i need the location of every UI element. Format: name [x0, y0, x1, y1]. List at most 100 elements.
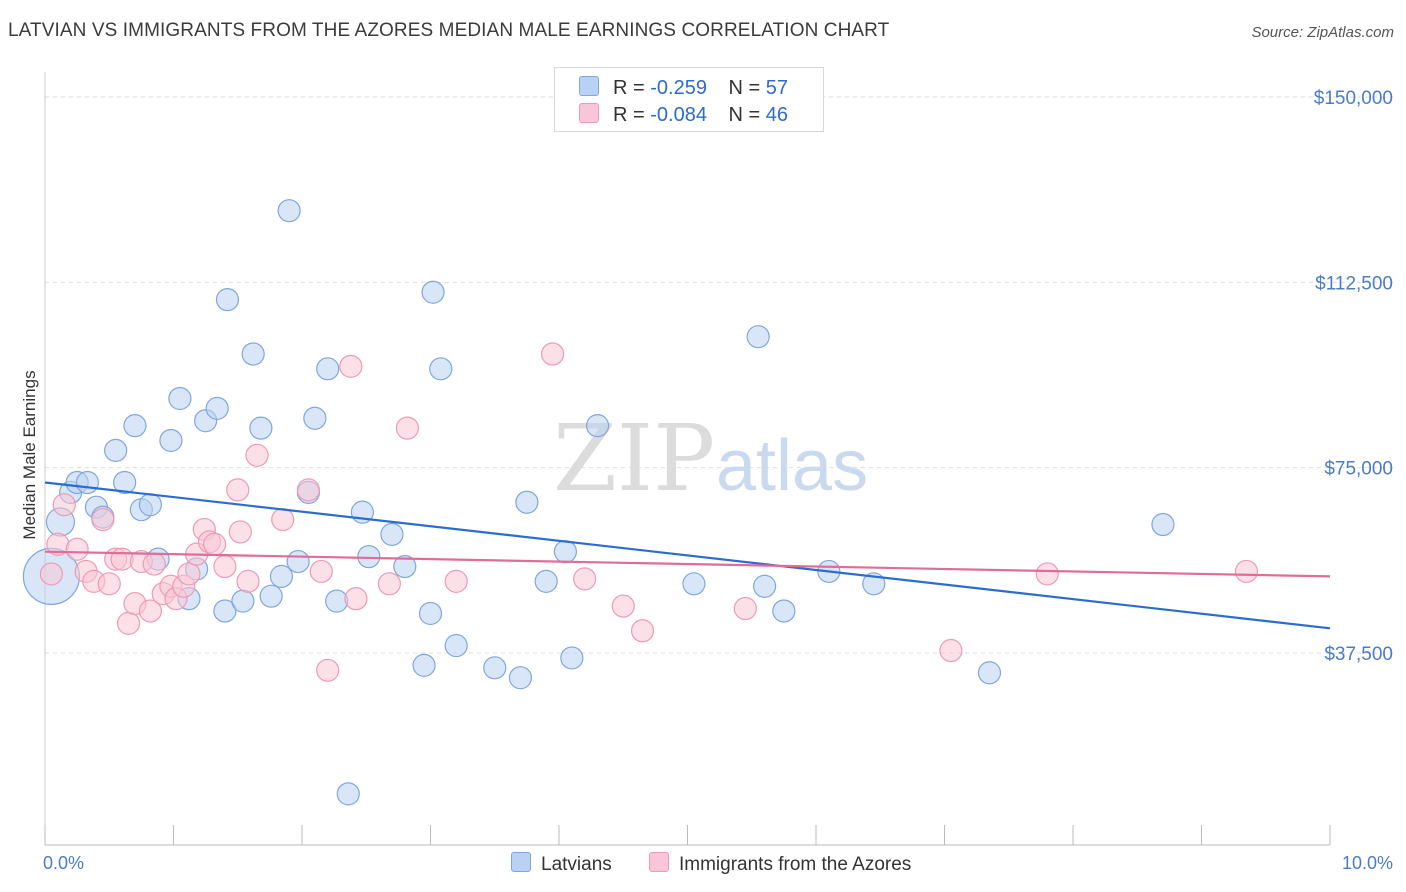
- latvian-point: [560, 646, 584, 670]
- latvian-point: [772, 599, 796, 623]
- latvian-point: [421, 280, 445, 304]
- legend-r-value: -0.084: [650, 104, 707, 126]
- azores-point: [339, 354, 363, 378]
- y-tick-label: $75,000: [1324, 459, 1393, 480]
- chart-title: LATVIAN VS IMMIGRANTS FROM THE AZORES ME…: [8, 20, 890, 41]
- latvian-point: [1151, 512, 1175, 537]
- azores-point: [377, 572, 401, 596]
- latvian-point: [746, 325, 770, 349]
- bottom-legend-label-azores: Immigrants from the Azores: [679, 854, 912, 875]
- latvian-point: [249, 416, 273, 440]
- watermark: ZIP atlas: [553, 405, 868, 512]
- latvian-point: [286, 549, 310, 574]
- azores-point: [97, 572, 121, 596]
- latvian-point: [123, 414, 147, 438]
- azores-point: [52, 493, 76, 517]
- latvian-point: [429, 357, 453, 381]
- azores-point: [245, 443, 269, 467]
- y-tick-label: $150,000: [1314, 88, 1393, 109]
- azores-point: [630, 619, 655, 643]
- latvian-point: [213, 599, 237, 623]
- latvian-point: [168, 386, 192, 411]
- azores-point: [65, 537, 89, 561]
- latvian-point: [75, 470, 100, 495]
- bottom-legend-label-latvians: Latvians: [541, 854, 612, 875]
- latvian-point: [380, 522, 404, 546]
- legend-n-label: N =: [728, 104, 761, 126]
- latvians-trend-line: [44, 481, 1331, 630]
- y-tick-label: $112,500: [1315, 273, 1393, 294]
- azores-point: [116, 611, 141, 635]
- azores-point: [177, 562, 201, 586]
- latvian-point: [277, 199, 301, 223]
- latvian-point: [393, 554, 417, 579]
- legend-n-value: 57: [765, 77, 789, 99]
- axis-labels: $37,500 $75,000 $112,500 $150,000 0.0% 10.0%: [43, 88, 1393, 873]
- legend-n-label: N =: [728, 77, 761, 99]
- latvian-point: [241, 342, 265, 366]
- latvian-point: [205, 396, 229, 420]
- latvian-point: [104, 438, 128, 462]
- legend-swatch-azores: [579, 103, 599, 123]
- azores-point: [236, 569, 260, 593]
- watermark-atlas: atlas: [716, 426, 868, 506]
- azores-point: [540, 342, 565, 366]
- latvian-point: [418, 601, 443, 626]
- azores-point: [309, 559, 333, 584]
- grid-lines: [45, 96, 1395, 654]
- legend-swatch-latvians: [579, 76, 599, 96]
- latvian-point: [231, 589, 255, 613]
- azores-point: [316, 658, 340, 682]
- azores-trend-line: [44, 550, 1331, 578]
- azores-point: [213, 554, 237, 579]
- latvian-point: [553, 540, 578, 564]
- trend-lines: [44, 481, 1331, 630]
- y-axis-title: Median Male Earnings: [20, 370, 39, 539]
- axes: [44, 72, 1331, 846]
- latvian-point: [412, 653, 436, 677]
- azores-point: [611, 594, 635, 618]
- y-tick-label: $37,500: [1324, 644, 1393, 665]
- latvian-point: [752, 574, 777, 598]
- latvian-point: [977, 661, 1002, 685]
- latvian-point: [215, 288, 240, 312]
- legend-r-label: R =: [613, 77, 645, 99]
- azores-point: [91, 507, 115, 532]
- legend-r-label: R =: [613, 104, 645, 126]
- latvian-point: [336, 782, 360, 806]
- azores-point: [939, 638, 963, 663]
- azores-point: [733, 596, 757, 621]
- legend-row-azores: R = -0.084 N = 46: [579, 103, 788, 127]
- azores-point: [296, 478, 321, 502]
- x-tick-label: 0.0%: [43, 853, 84, 873]
- azores-point: [226, 478, 250, 502]
- latvian-point: [113, 470, 137, 495]
- azores-point: [110, 547, 134, 571]
- latvian-point: [325, 589, 349, 613]
- bottom-legend-latvians: Latvians: [511, 852, 612, 876]
- azores-point: [573, 567, 597, 591]
- bottom-legend-swatch-azores: [649, 852, 669, 872]
- latvian-point: [515, 490, 539, 514]
- azores-point: [138, 599, 162, 623]
- latvian-point: [682, 572, 706, 596]
- latvian-point: [534, 569, 558, 593]
- azores-point: [344, 587, 368, 611]
- legend-row-latvians: R = -0.259 N = 57: [579, 76, 788, 100]
- latvian-point: [508, 666, 533, 690]
- azores-point: [142, 552, 166, 576]
- azores-point: [228, 520, 252, 544]
- latvian-point: [483, 656, 507, 680]
- latvian-point: [303, 406, 327, 430]
- azores-point: [271, 507, 295, 532]
- latvian-point: [159, 428, 183, 453]
- azores-point: [1035, 562, 1059, 586]
- bottom-legend-azores: Immigrants from the Azores: [649, 852, 911, 876]
- azores-point: [395, 416, 419, 440]
- bottom-legend-swatch-latvians: [511, 852, 531, 872]
- latvian-point: [357, 545, 381, 569]
- latvian-point: [269, 564, 294, 588]
- latvian-point: [316, 357, 340, 381]
- watermark-zip: ZIP: [553, 405, 715, 512]
